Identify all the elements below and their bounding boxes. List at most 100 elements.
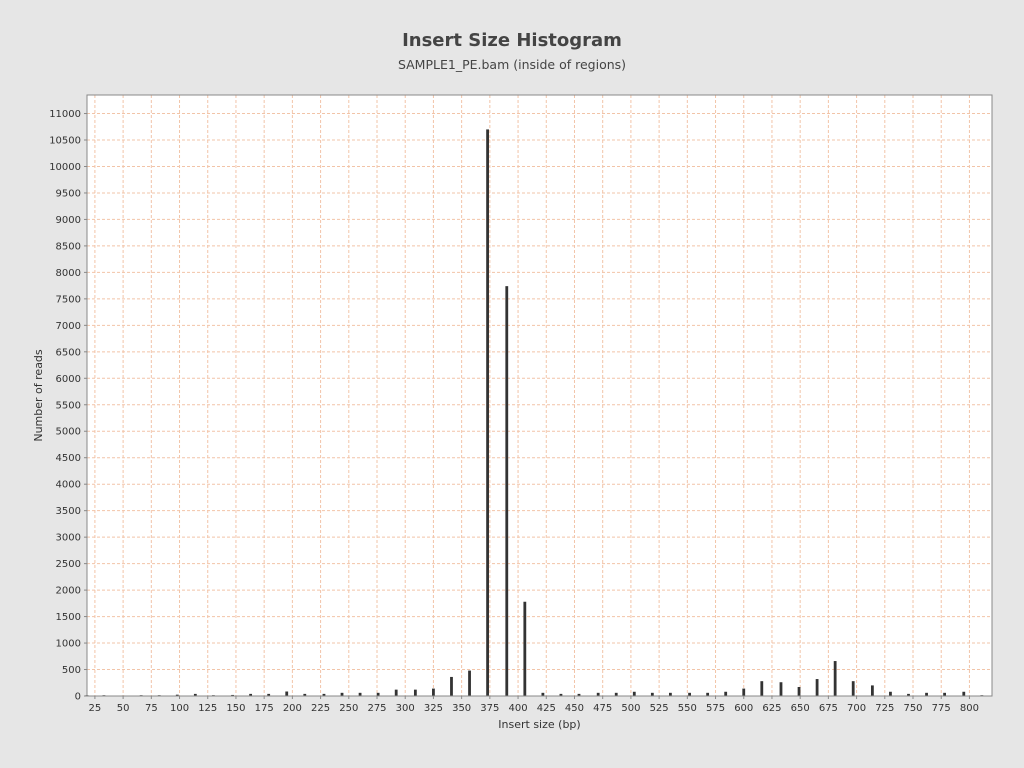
x-tick-label: 275 (367, 703, 386, 714)
histogram-bar (523, 601, 527, 696)
histogram-bar (267, 693, 271, 696)
x-tick-label: 325 (424, 703, 443, 714)
y-tick-label: 1500 (56, 612, 81, 623)
x-tick-label: 550 (678, 703, 697, 714)
y-tick-label: 2500 (56, 559, 81, 570)
histogram-bar (889, 691, 892, 696)
y-tick-label: 3000 (56, 533, 81, 544)
histogram-bar (943, 692, 947, 696)
y-tick-label: 7500 (56, 294, 81, 305)
histogram-bar (559, 693, 563, 696)
histogram-bar (779, 682, 783, 696)
x-tick-label: 475 (593, 703, 612, 714)
histogram-bar (706, 692, 710, 696)
histogram-bar (303, 693, 307, 696)
histogram-bar (249, 693, 253, 696)
x-tick-label: 200 (283, 703, 302, 714)
y-tick-label: 6500 (56, 347, 81, 358)
histogram-bar (285, 691, 289, 696)
y-tick-label: 9500 (56, 188, 81, 199)
y-tick-label: 10000 (49, 162, 81, 173)
x-tick-label: 350 (452, 703, 471, 714)
x-tick-label: 400 (509, 703, 528, 714)
x-tick-label: 525 (650, 703, 669, 714)
histogram-bar (833, 661, 837, 696)
x-tick-label: 625 (762, 703, 781, 714)
x-tick-label: 650 (791, 703, 810, 714)
x-tick-label: 775 (932, 703, 951, 714)
histogram-bar (925, 692, 928, 696)
histogram-bar (668, 692, 672, 696)
y-tick-label: 6000 (56, 374, 81, 385)
y-tick-label: 8500 (56, 241, 81, 252)
x-tick-label: 150 (226, 703, 245, 714)
y-tick-label: 4000 (56, 480, 81, 491)
x-tick-label: 800 (960, 703, 979, 714)
histogram-bar (851, 681, 855, 696)
histogram-bar (394, 689, 398, 696)
histogram-bar (632, 691, 636, 696)
x-tick-label: 250 (339, 703, 358, 714)
x-tick-label: 450 (565, 703, 584, 714)
x-tick-label: 375 (480, 703, 499, 714)
x-tick-label: 225 (311, 703, 330, 714)
y-tick-label: 3500 (56, 506, 81, 517)
x-tick-label: 725 (875, 703, 894, 714)
y-axis-label: Number of reads (32, 349, 45, 442)
histogram-bar (231, 694, 234, 696)
x-tick-label: 750 (903, 703, 922, 714)
y-tick-label: 2000 (56, 586, 81, 597)
x-tick-label: 600 (734, 703, 753, 714)
histogram-bar (358, 692, 362, 696)
histogram-bar (760, 681, 764, 696)
y-tick-label: 9000 (56, 215, 81, 226)
histogram-bar (486, 129, 489, 696)
y-axis: 0 500 1000 1500 2000 2500 3000 3500 4000 4500 5000… (49, 109, 87, 703)
histogram-bar (724, 691, 728, 696)
x-axis-label: Insert size (bp) (498, 718, 580, 731)
histogram-bar (797, 686, 801, 696)
histogram-bar (413, 689, 417, 696)
chart-subtitle: SAMPLE1_PE.bam (inside of regions) (397, 57, 627, 72)
histogram-bar (193, 693, 197, 696)
y-tick-label: 7000 (56, 321, 81, 332)
histogram-bar (541, 692, 545, 696)
x-tick-label: 50 (117, 703, 130, 714)
x-tick-label: 25 (89, 703, 102, 714)
plot-area (87, 95, 992, 696)
x-axis: 25 50 75 100 125 150 175 200 225 250 275 300 325 350 3… (89, 696, 979, 714)
histogram-bar (650, 692, 654, 696)
x-tick-label: 675 (819, 703, 838, 714)
histogram-bars (85, 129, 984, 696)
chart-title: Insert Size Histogram (402, 30, 622, 51)
y-tick-label: 5500 (56, 400, 81, 411)
x-tick-label: 300 (396, 703, 415, 714)
y-tick-label: 500 (62, 665, 81, 676)
histogram-bar (450, 676, 453, 696)
y-tick-label: 1000 (56, 639, 81, 650)
y-tick-label: 5000 (56, 427, 81, 438)
histogram-bar (322, 693, 326, 696)
histogram-bar (596, 692, 600, 696)
histogram-bar (432, 688, 435, 696)
x-tick-label: 700 (847, 703, 866, 714)
y-tick-label: 8000 (56, 268, 81, 279)
histogram-bar (688, 692, 691, 696)
histogram-bar (870, 685, 874, 696)
x-tick-label: 500 (621, 703, 640, 714)
y-tick-label: 0 (75, 692, 81, 703)
x-tick-label: 175 (255, 703, 274, 714)
x-tick-label: 575 (706, 703, 725, 714)
histogram-bar (175, 694, 179, 696)
histogram-bar (505, 286, 509, 696)
histogram-bar (962, 691, 966, 696)
histogram-bar (376, 692, 380, 696)
y-tick-label: 10500 (49, 136, 81, 147)
histogram-bar (468, 670, 471, 696)
histogram-bar (340, 692, 344, 696)
histogram-bar (815, 679, 819, 696)
histogram-bar (742, 688, 746, 696)
histogram-bar (614, 692, 618, 696)
x-tick-label: 425 (537, 703, 556, 714)
